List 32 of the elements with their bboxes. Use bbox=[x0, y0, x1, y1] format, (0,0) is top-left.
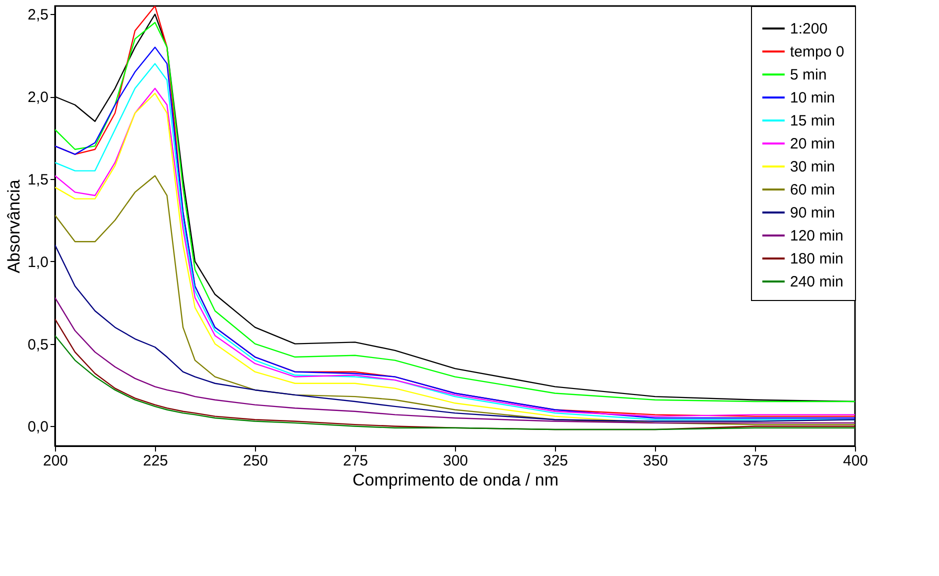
y-tick-label: 0,0 bbox=[28, 418, 48, 436]
legend-label: 1:200 bbox=[790, 20, 828, 38]
legend-label: tempo 0 bbox=[790, 44, 844, 60]
legend-label: 240 min bbox=[790, 274, 844, 290]
legend-label: 20 min bbox=[790, 136, 836, 152]
legend-label: 30 min bbox=[790, 158, 836, 176]
y-tick-label: 1,5 bbox=[28, 172, 48, 189]
y-tick-label: 1,0 bbox=[28, 254, 48, 271]
x-tick-label: 200 bbox=[42, 452, 68, 470]
legend-label: 5 min bbox=[790, 66, 827, 84]
legend-label: 10 min bbox=[790, 90, 836, 106]
x-tick-label: 400 bbox=[842, 452, 868, 470]
x-tick-label: 375 bbox=[742, 452, 768, 470]
x-tick-label: 250 bbox=[242, 452, 268, 470]
y-tick-label: 2,5 bbox=[28, 6, 48, 24]
line-series bbox=[55, 244, 855, 422]
legend-label: 120 min bbox=[790, 228, 844, 244]
x-tick-label: 325 bbox=[542, 452, 568, 470]
x-tick-label: 350 bbox=[642, 452, 668, 470]
x-tick-label: 275 bbox=[342, 452, 368, 470]
legend-label: 60 min bbox=[790, 182, 836, 198]
legend-label: 180 min bbox=[790, 250, 844, 268]
legend-label: 15 min bbox=[790, 112, 836, 130]
x-tick-label: 300 bbox=[442, 452, 468, 470]
y-tick-label: 2,0 bbox=[28, 89, 48, 106]
line-series bbox=[55, 297, 855, 424]
legend-label: 90 min bbox=[790, 204, 836, 222]
y-tick-label: 0,5 bbox=[28, 336, 48, 354]
x-tick-label: 225 bbox=[142, 452, 168, 470]
line-series bbox=[55, 175, 855, 426]
x-axis-title: Comprimento de onda / nm bbox=[352, 470, 558, 490]
y-axis-title: Absorvância bbox=[4, 179, 24, 274]
